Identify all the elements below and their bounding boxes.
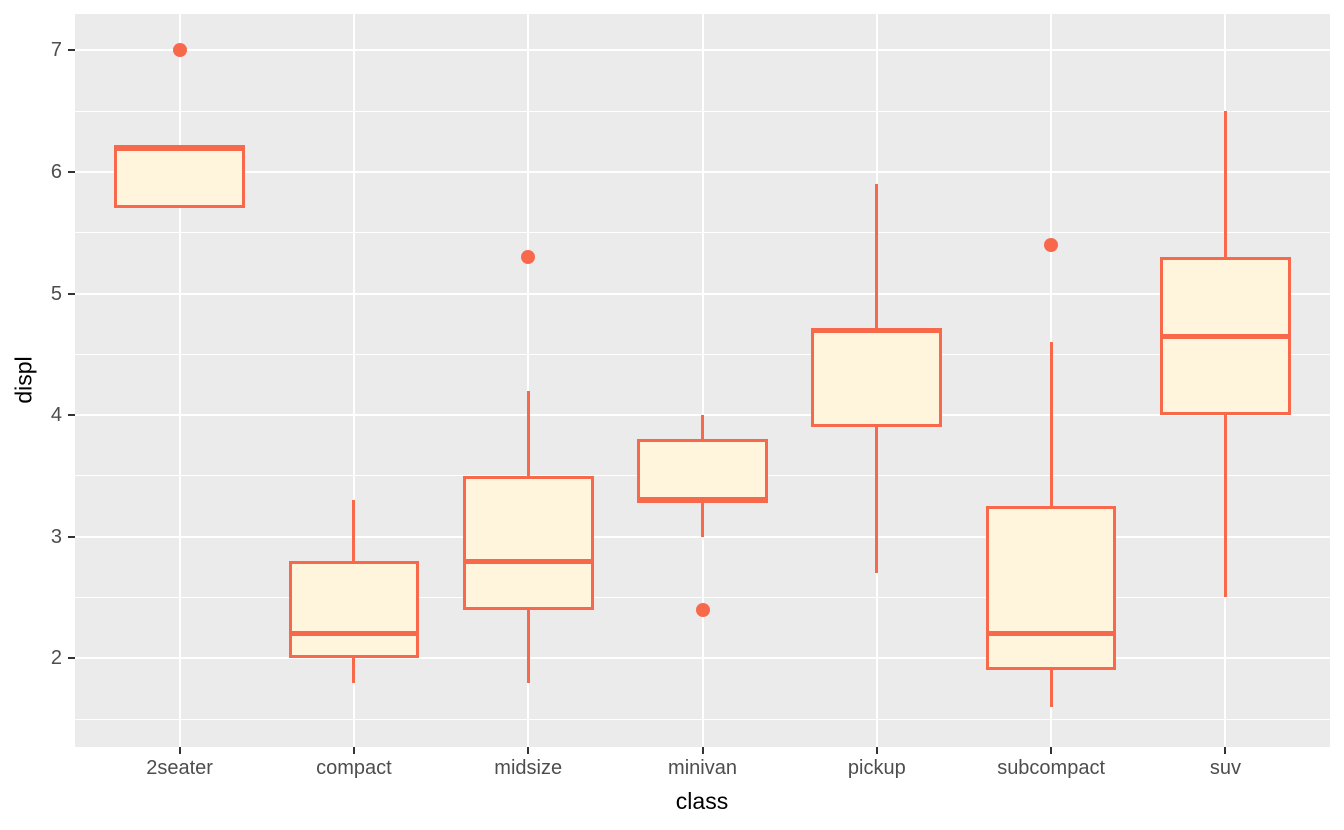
box-midsize [462,475,594,610]
x-tick-label: minivan [668,757,737,779]
x-tick-label: 2seater [146,757,213,779]
x-tick-label: pickup [847,757,906,779]
y-tick-label: 4 [50,404,62,427]
gridline-vertical [178,14,181,747]
x-tick-mark [701,747,704,754]
y-tick-label: 7 [50,39,62,62]
x-tick-mark [352,747,355,754]
outlier-point [521,250,536,265]
box-2seater [114,147,245,209]
plot-panel [75,14,1330,747]
x-tick-mark [1050,747,1053,754]
y-tick-mark [68,657,75,660]
median-line [1160,333,1291,339]
y-tick-label: 5 [50,282,62,305]
y-tick-mark [68,171,75,174]
outlier-point [695,602,710,617]
median-line [114,145,245,151]
gridline-vertical [527,14,530,747]
y-tick-label: 6 [50,161,62,184]
x-tick-mark [178,747,181,754]
y-tick-label: 2 [50,647,62,670]
x-axis-title: class [675,788,729,814]
y-axis-title: displ [10,356,37,404]
y-tick-mark [68,414,75,417]
x-tick-mark [1224,747,1227,754]
box-minivan [637,439,768,501]
y-tick-label: 3 [50,525,62,548]
median-line [985,631,1117,637]
x-tick-label: compact [316,757,392,779]
x-tick-label: subcompact [997,757,1106,779]
outlier-point [1044,237,1059,252]
gridline-vertical [352,14,355,747]
x-tick-label: suv [1209,757,1241,779]
median-line [288,631,420,637]
outlier-point [172,43,187,58]
median-line [462,558,594,564]
box-pickup [811,330,943,428]
y-tick-mark [68,535,75,538]
gridline-vertical [701,14,704,747]
x-tick-mark [527,747,530,754]
x-tick-label: midsize [494,757,563,779]
box-compact [288,561,420,659]
y-tick-mark [68,49,75,52]
x-tick-mark [875,747,878,754]
median-line [811,327,943,333]
median-line [637,497,768,503]
box-subcompact [985,506,1117,671]
y-tick-mark [68,292,75,295]
